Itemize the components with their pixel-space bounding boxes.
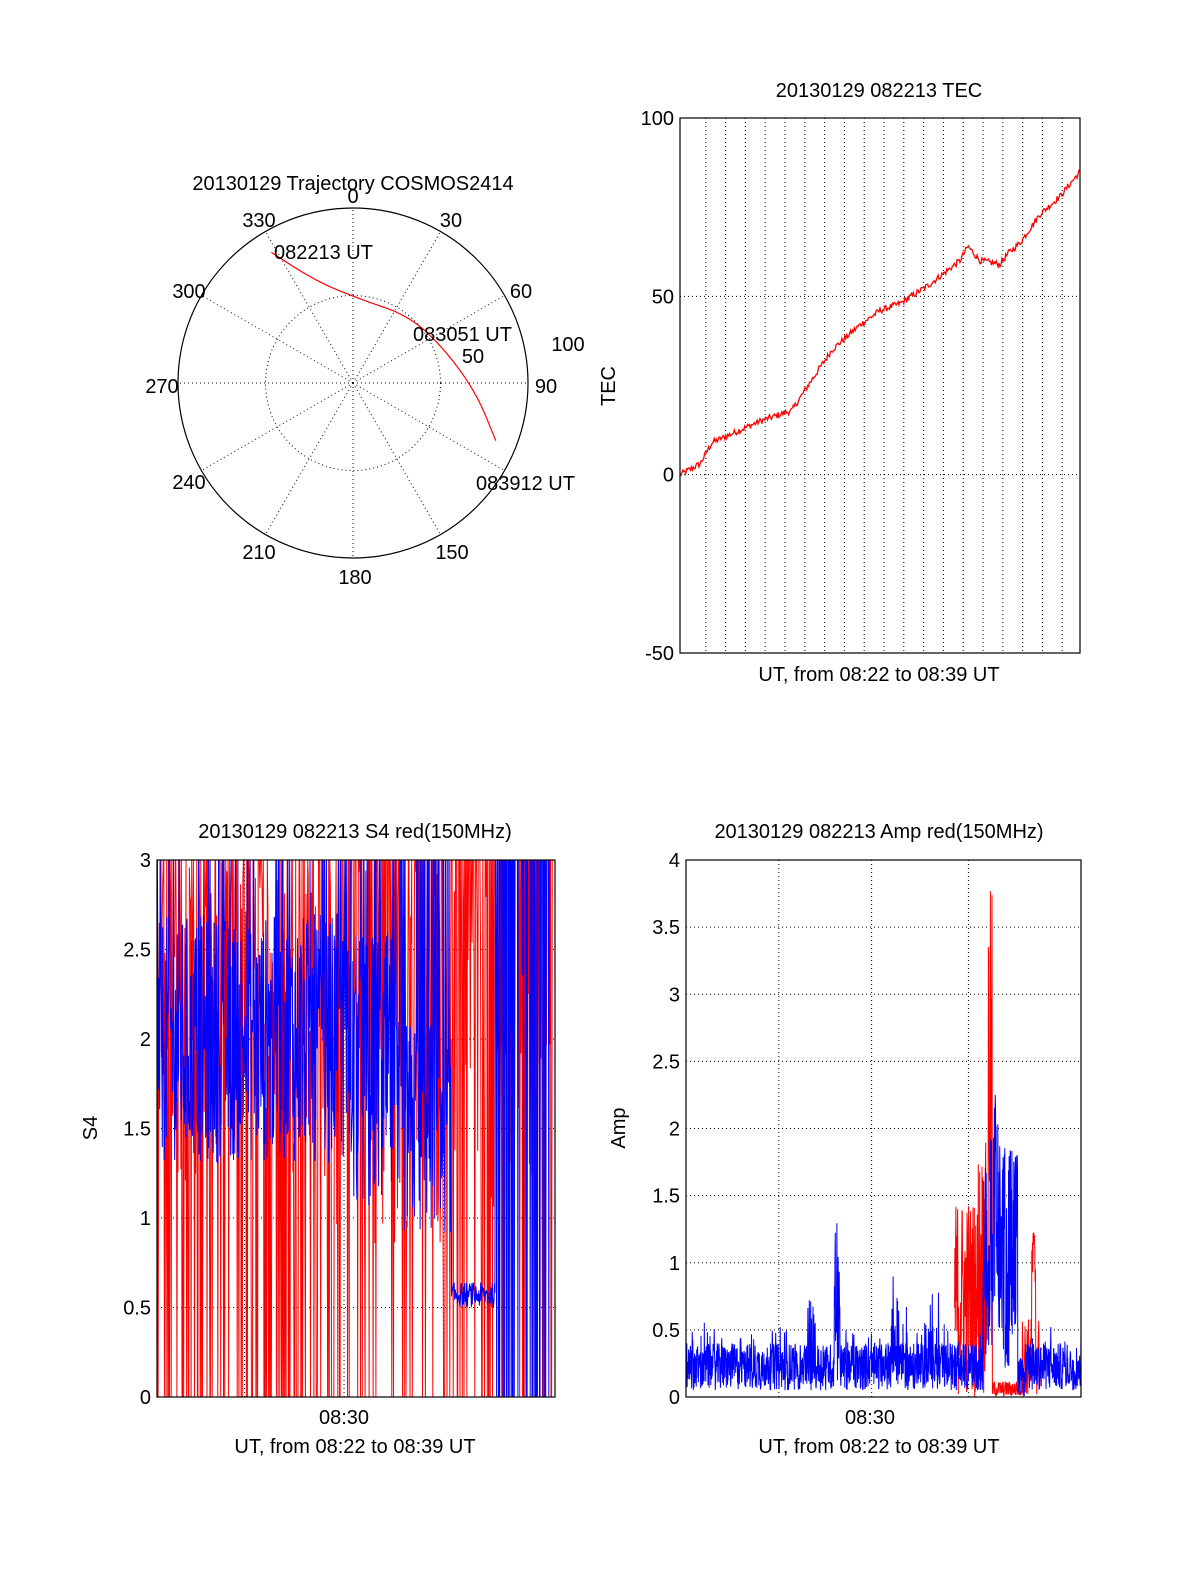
angle-label-210: 210 — [242, 542, 275, 564]
tec-y-axis-label: TEC — [598, 366, 620, 406]
tec-y-tick-label: 100 — [641, 108, 674, 130]
angle-label-300: 300 — [172, 281, 205, 303]
angle-label-60: 60 — [510, 281, 532, 303]
amp-y-tick-label: 3 — [669, 984, 680, 1006]
s4-title: 20130129 082213 S4 red(150MHz) — [198, 821, 512, 843]
s4-x-tick-0830: 08:30 — [319, 1407, 369, 1429]
angle-label-150: 150 — [435, 542, 468, 564]
s4-plot-frame — [156, 859, 556, 1398]
tec-y-tick-label: 50 — [652, 286, 674, 308]
amp-y-tick-label: 2 — [669, 1119, 680, 1141]
annotation-start-time: 082213 UT — [274, 242, 373, 264]
tec-y-ticks: -50 0 50 100 — [641, 108, 674, 665]
amp-red-line — [954, 891, 1042, 1398]
amp-y-tick-label: 0 — [669, 1387, 680, 1409]
tec-plot-frame — [679, 117, 1081, 654]
amp-x-tick-0830: 08:30 — [845, 1407, 895, 1429]
s4-chart: 20130129 082213 S4 red(150MHz) 0 0.5 1 1.5 2… — [80, 821, 556, 1458]
angle-label-180: 180 — [338, 567, 371, 589]
s4-y-tick-label: 0 — [140, 1387, 151, 1409]
radial-label-100: 100 — [551, 334, 584, 356]
annotation-mid-time: 083051 UT — [413, 324, 512, 346]
amp-y-tick-label: 3.5 — [652, 917, 680, 939]
amp-grid — [686, 860, 1081, 1397]
s4-y-tick-label: 0.5 — [123, 1298, 151, 1320]
polar-grid-ring-50 — [265, 295, 441, 471]
angle-label-0: 0 — [347, 186, 358, 208]
amp-y-ticks: 0 0.5 1 1.5 2 2.5 3 3.5 4 — [652, 850, 680, 1409]
angle-label-240: 240 — [172, 472, 205, 494]
amp-red-series — [954, 891, 1042, 1398]
s4-y-ticks: 0 0.5 1 1.5 2 2.5 3 — [123, 850, 151, 1409]
trajectory-track — [271, 251, 497, 441]
amp-y-tick-label: 1.5 — [652, 1186, 680, 1208]
amp-title: 20130129 082213 Amp red(150MHz) — [714, 821, 1043, 843]
amp-y-tick-label: 4 — [669, 850, 680, 872]
radial-label-50: 50 — [462, 346, 484, 368]
tec-x-axis-label: UT, from 08:22 to 08:39 UT — [758, 664, 999, 686]
amp-x-axis-label: UT, from 08:22 to 08:39 UT — [758, 1436, 999, 1458]
tec-grid — [680, 118, 1080, 653]
amp-y-tick-label: 0.5 — [652, 1320, 680, 1342]
angle-label-30: 30 — [440, 210, 462, 232]
s4-y-tick-label: 3 — [140, 850, 151, 872]
s4-blue-series — [156, 859, 555, 1398]
amp-y-axis-label: Amp — [608, 1107, 630, 1148]
amp-y-tick-label: 2.5 — [652, 1051, 680, 1073]
s4-y-tick-label: 1 — [140, 1208, 151, 1230]
angle-label-90: 90 — [535, 376, 557, 398]
polar-outer-circle — [177, 207, 529, 559]
tec-chart: 20130129 082213 TEC -50 0 50 100 TEC UT, fr… — [598, 80, 1081, 686]
polar-spoke-120 — [352, 382, 505, 471]
polar-spoke-150 — [352, 382, 441, 535]
amp-plot-frame — [685, 859, 1082, 1398]
tec-y-tick-label: 0 — [663, 465, 674, 487]
s4-x-axis-label: UT, from 08:22 to 08:39 UT — [234, 1436, 475, 1458]
s4-y-tick-label: 2 — [140, 1029, 151, 1051]
amp-blue-line — [685, 1094, 1082, 1396]
amp-chart: 20130129 082213 Amp red(150MHz) 0 0.5 1 1.5… — [608, 821, 1082, 1458]
polar-spoke-210 — [265, 382, 354, 535]
tec-y-tick-label: -50 — [645, 643, 674, 665]
polar-grid — [178, 208, 528, 558]
angle-label-330: 330 — [242, 210, 275, 232]
tec-series-line — [679, 169, 1081, 477]
annotation-end-time: 083912 UT — [476, 473, 575, 495]
amp-blue-series — [685, 1094, 1082, 1396]
s4-y-tick-label: 2.5 — [123, 940, 151, 962]
polar-title: 20130129 Trajectory COSMOS2414 — [192, 173, 513, 195]
tec-title: 20130129 082213 TEC — [776, 80, 982, 102]
angle-label-270: 270 — [145, 376, 178, 398]
s4-y-tick-label: 1.5 — [123, 1119, 151, 1141]
trajectory-polar-chart: 20130129 Trajectory COSMOS2414 0 30 60 9… — [145, 173, 584, 589]
s4-blue-line — [156, 859, 555, 1398]
amp-y-tick-label: 1 — [669, 1253, 680, 1275]
s4-y-axis-label: S4 — [80, 1116, 102, 1140]
